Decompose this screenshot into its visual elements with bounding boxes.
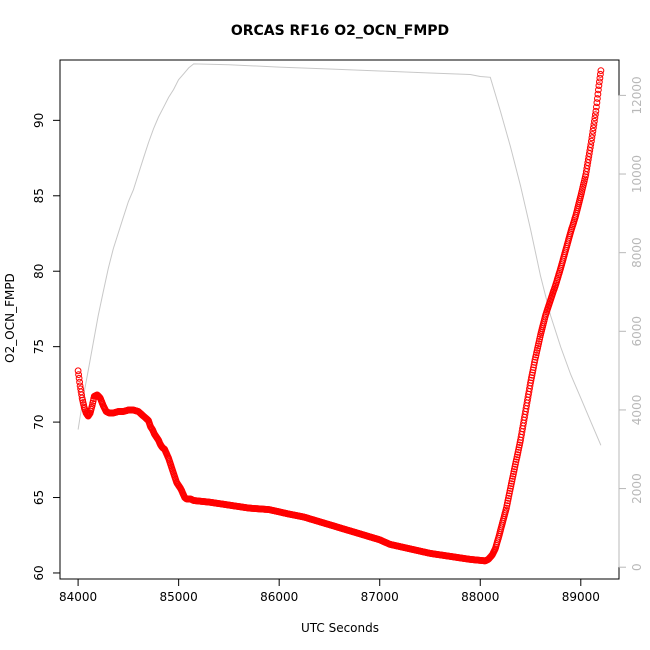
data-point xyxy=(75,371,82,379)
y-tick-label: 70 xyxy=(32,414,46,429)
y-tick-label: 90 xyxy=(32,113,46,128)
y-tick-label: 80 xyxy=(32,264,46,279)
data-point xyxy=(74,367,82,375)
y2-tick-label: 12000 xyxy=(630,76,644,114)
y-axis-left: 60 65 70 75 80 85 90 xyxy=(32,113,61,581)
data-point xyxy=(507,482,515,490)
x-tick-label: 88000 xyxy=(461,590,499,604)
secondary-series-line xyxy=(77,63,602,446)
x-axis-label: UTC Seconds xyxy=(301,621,379,635)
x-tick-label: 89000 xyxy=(562,590,600,604)
data-point xyxy=(531,358,538,366)
data-point xyxy=(515,446,522,454)
data-point xyxy=(593,103,600,111)
chart-title: ORCAS RF16 O2_OCN_FMPD xyxy=(231,23,449,39)
data-point xyxy=(592,107,600,115)
x-axis: 84000 85000 86000 87000 88000 89000 xyxy=(59,578,600,604)
plot-frame xyxy=(59,59,620,580)
data-point xyxy=(590,121,598,128)
y-axis-label: O2_OCN_FMPD xyxy=(3,273,17,363)
data-point xyxy=(529,369,536,377)
data-point xyxy=(504,499,511,507)
data-point xyxy=(531,356,539,364)
data-point xyxy=(589,127,597,135)
y-axis-right: 0 2000 4000 6000 8000 10000 12000 xyxy=(618,76,644,571)
data-point xyxy=(596,74,604,82)
data-point xyxy=(587,141,595,148)
y2-tick-label: 8000 xyxy=(630,237,644,268)
data-point xyxy=(594,90,602,98)
y2-tick-label: 6000 xyxy=(630,316,644,347)
y-tick-label: 75 xyxy=(32,339,46,354)
data-point xyxy=(591,114,599,122)
data-point xyxy=(76,378,83,386)
data-point xyxy=(597,70,604,78)
data-point xyxy=(589,131,596,138)
data-point xyxy=(594,95,601,102)
y2-tick-label: 0 xyxy=(630,563,644,571)
data-point xyxy=(528,374,535,382)
data-point xyxy=(75,374,83,382)
y-tick-label: 65 xyxy=(32,490,46,505)
data-point xyxy=(586,144,594,151)
data-point xyxy=(588,137,595,145)
x-tick-label: 85000 xyxy=(160,590,198,604)
y-tick-label: 85 xyxy=(32,188,46,203)
data-point xyxy=(505,494,512,502)
y-tick-label: 60 xyxy=(32,565,46,580)
data-point xyxy=(595,82,603,89)
data-point xyxy=(530,361,538,369)
data-point xyxy=(590,124,597,132)
data-point xyxy=(593,99,601,107)
data-point xyxy=(527,376,535,384)
data-point xyxy=(503,504,510,512)
data-point xyxy=(592,111,599,118)
data-point xyxy=(591,117,598,125)
x-tick-label: 84000 xyxy=(59,590,97,604)
primary-series xyxy=(74,67,605,565)
x-tick-label: 86000 xyxy=(260,590,298,604)
data-point xyxy=(588,134,596,142)
data-point xyxy=(595,86,602,94)
data-point xyxy=(596,78,603,86)
data-point xyxy=(597,67,605,74)
y2-tick-label: 2000 xyxy=(630,473,644,504)
x-tick-label: 87000 xyxy=(361,590,399,604)
y2-tick-label: 10000 xyxy=(630,155,644,193)
data-point xyxy=(529,366,537,374)
data-point xyxy=(511,463,519,471)
secondary-series xyxy=(77,63,602,446)
y2-tick-label: 4000 xyxy=(630,395,644,426)
data-point xyxy=(506,490,513,497)
